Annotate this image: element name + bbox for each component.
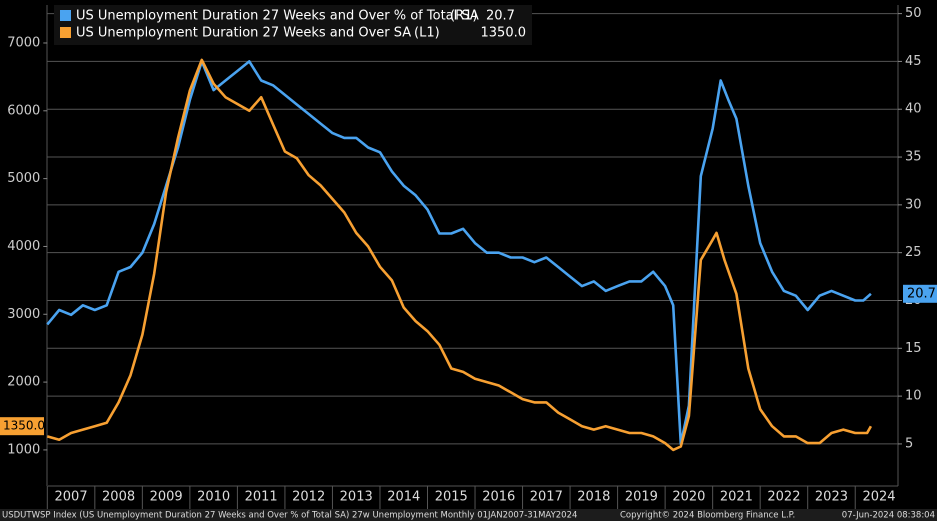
legend-value: 1350.0 [481,26,527,41]
legend-axis-tag: (L1) [414,26,440,41]
y2-tick-label: 5 [905,436,913,451]
x-tick-label: 2016 [482,490,515,505]
footer-band [0,509,937,521]
y2-tick-label: 40 [905,102,922,117]
x-tick-label: 2023 [815,490,848,505]
x-tick-label: 2020 [672,490,705,505]
x-tick-label: 2018 [577,490,610,505]
y-tick-label: 5000 [7,171,40,186]
legend-value: 20.7 [486,9,515,24]
y2-tick-label: 15 [905,341,922,356]
x-tick-label: 2013 [340,490,373,505]
plot: 20.7 1350.0 [0,58,937,452]
y-tick-label: 3000 [7,307,40,322]
legend-axis-tag: (R1) [450,9,477,24]
footer-copyright: Copyright© 2024 Bloomberg Finance L.P. [620,511,795,521]
legend-swatch [60,27,71,38]
y-tick-label: 4000 [7,239,40,254]
legend-swatch [60,10,71,21]
footer-timestamp: 07-Jun-2024 08:38:04 [842,511,935,521]
footer-source: USDUTWSP Index (US Unemployment Duration… [2,511,577,521]
x-tick-label: 2017 [530,490,563,505]
y-tick-label: 6000 [7,103,40,118]
y2-tick-label: 30 [905,197,922,212]
last-value-tag [903,284,937,303]
series-line [46,60,872,446]
x-tick-label: 2014 [387,490,420,505]
x-tick-label: 2010 [197,490,230,505]
x-tick-label: 2015 [435,490,468,505]
series-line [46,58,873,452]
legend-label: US Unemployment Duration 27 Weeks and Ov… [76,26,411,41]
x-tick-label: 2007 [55,490,88,505]
last-value-label: 20.7 [907,286,936,301]
y2-tick-label: 10 [905,389,922,404]
last-value-tag [0,417,44,436]
grid: 5101520253035404550100020003000400050006… [7,6,922,509]
y-tick-label: 2000 [7,375,40,390]
y2-tick-label: 35 [905,150,922,165]
x-tick-label: 2022 [767,490,800,505]
legend: US Unemployment Duration 27 Weeks and Ov… [54,5,532,45]
last-value-label: 1350.0 [3,419,45,433]
x-tick-label: 2009 [150,490,183,505]
x-tick-label: 2021 [720,490,753,505]
x-tick-label: 2008 [102,490,135,505]
y-tick-label: 1000 [7,442,40,457]
x-tick-label: 2019 [625,490,658,505]
legend-label: US Unemployment Duration 27 Weeks and Ov… [76,9,479,24]
x-tick-label: 2024 [862,490,895,505]
y-tick-label: 7000 [7,35,40,50]
x-tick-label: 2011 [245,490,278,505]
y2-tick-label: 45 [905,54,922,69]
x-tick-label: 2012 [292,490,325,505]
legend-box [54,5,532,45]
y2-tick-label: 50 [905,6,922,21]
y2-tick-label: 25 [905,245,922,260]
